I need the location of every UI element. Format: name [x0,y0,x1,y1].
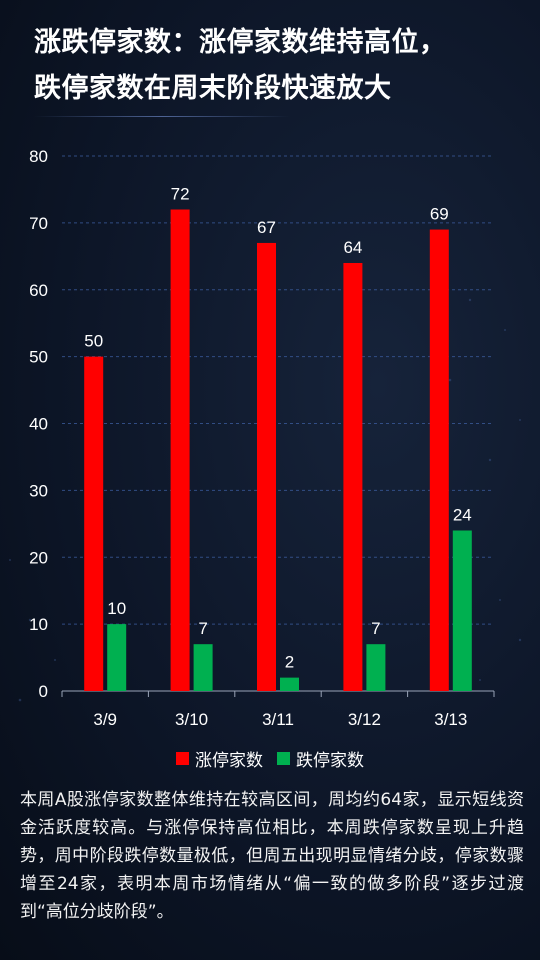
data-label-limit-down: 7 [371,619,380,638]
y-tick-label: 0 [39,682,48,701]
y-tick-label: 50 [29,348,48,367]
bar-limit-down [280,677,299,691]
data-label-limit-up: 50 [84,332,103,351]
y-tick-label: 70 [29,214,48,233]
legend-label-limit-down: 跌停家数 [296,751,364,771]
bar-limit-up [429,229,449,691]
y-tick-label: 20 [29,548,48,567]
legend-item-limit-up: 涨停家数 [176,746,263,771]
y-tick-label: 30 [29,481,48,500]
data-label-limit-up: 67 [257,218,276,237]
bar-limit-up [84,356,104,691]
bar-limit-down [366,644,386,691]
data-label-limit-down: 24 [453,506,472,525]
y-tick-label: 80 [29,147,48,166]
bar-limit-down [107,624,127,691]
legend-label-limit-up: 涨停家数 [195,751,263,771]
data-label-limit-down: 2 [285,653,294,672]
bar-limit-up [170,209,190,691]
bar-chart: 0 10 20 30 40 50 60 70 80 50 10 3/9 72 7 3/10 67 2 3/11 64… [29,147,495,729]
x-tick-label: 3/9 [93,710,117,729]
data-label-limit-up: 64 [343,238,362,257]
y-tick-label: 10 [29,615,48,634]
x-tick-label: 3/12 [348,710,381,729]
bar-limit-up [343,263,363,691]
x-tick-label: 3/11 [262,710,294,729]
legend-swatch-limit-down [277,752,290,765]
bar-limit-down [193,644,213,691]
x-tick-label: 3/10 [175,710,208,729]
title-divider [34,116,290,117]
data-label-limit-down: 7 [198,619,207,638]
bar-limit-down [452,530,472,691]
legend-swatch-limit-up [176,752,189,765]
y-tick-label: 60 [29,281,48,300]
x-tick-label: 3/13 [434,710,467,729]
data-label-limit-down: 10 [107,599,126,618]
y-tick-label: 40 [29,415,48,434]
chart-title-line-2: 跌停家数在周末阶段快速放大 [34,73,392,104]
analysis-paragraph: 本周A股涨停家数整体维持在较高区间，周均约64家，显示短线资金活跃度较高。与涨停… [20,790,524,922]
data-label-limit-up: 72 [171,185,190,204]
chart-legend: 涨停家数 跌停家数 [0,746,540,771]
legend-item-limit-down: 跌停家数 [277,746,364,771]
chart-title-line-1: 涨跌停家数：涨停家数维持高位， [34,27,447,58]
data-label-limit-up: 69 [430,205,449,224]
bar-limit-up [257,242,276,691]
